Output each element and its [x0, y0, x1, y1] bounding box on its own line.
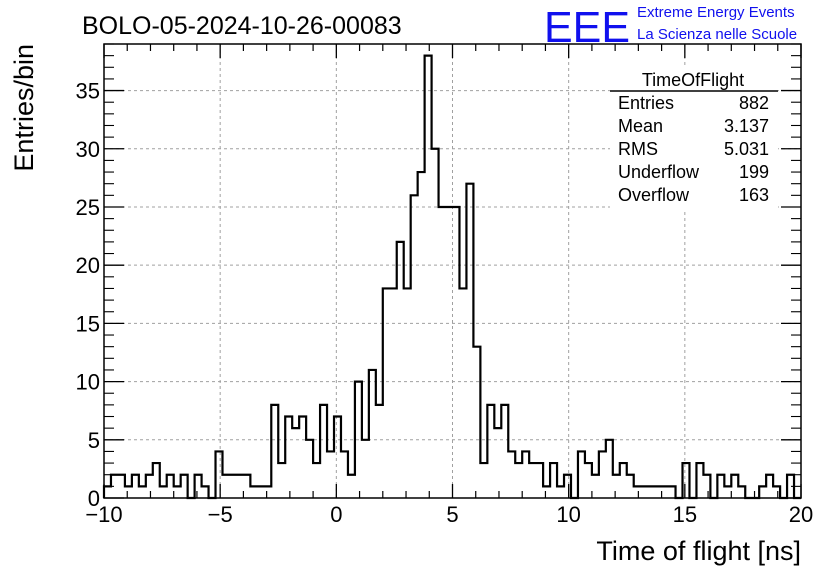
- run-title: BOLO-05-2024-10-26-00083: [82, 12, 402, 40]
- x-tick-label: 10: [556, 502, 580, 527]
- stats-label: Underflow: [618, 162, 700, 182]
- y-tick-label: 5: [88, 428, 100, 453]
- tick-labels: −10 −5 0 5 10 15 20 0 5 10 15 20 25 30 35: [76, 79, 814, 527]
- x-axis-label: Time of flight [ns]: [596, 536, 801, 566]
- logo-line-2: La Scienza nelle Scuole: [637, 26, 797, 43]
- stats-box: TimeOfFlight Entries 882 Mean 3.137 RMS 5.031…: [610, 68, 778, 210]
- x-tick-label: 0: [330, 502, 342, 527]
- stats-label: Mean: [618, 116, 663, 136]
- stats-label: RMS: [618, 139, 658, 159]
- plot-frame: [103, 43, 802, 499]
- stats-value: 163: [739, 185, 769, 205]
- y-tick-label: 20: [76, 253, 100, 278]
- y-tick-label: 35: [76, 79, 100, 104]
- grid-lines: [104, 44, 801, 498]
- y-tick-label: 15: [76, 311, 100, 336]
- stats-label: Entries: [618, 93, 674, 113]
- logo-line-1: Extreme Energy Events: [637, 4, 795, 21]
- y-tick-label: 30: [76, 137, 100, 162]
- stats-name: TimeOfFlight: [642, 70, 744, 90]
- y-tick-label: 25: [76, 195, 100, 220]
- x-tick-label: −5: [208, 502, 233, 527]
- y-tick-label: 10: [76, 370, 100, 395]
- stats-value: 882: [739, 93, 769, 113]
- stats-value: 199: [739, 162, 769, 182]
- x-tick-label: −10: [85, 502, 122, 527]
- y-axis-label: Entries/bin: [9, 44, 39, 172]
- stats-value: 5.031: [724, 139, 769, 159]
- stats-label: Overflow: [618, 185, 690, 205]
- x-tick-label: 5: [446, 502, 458, 527]
- x-tick-label: 20: [789, 502, 813, 527]
- y-tick-label: 0: [88, 486, 100, 511]
- x-tick-label: 15: [673, 502, 697, 527]
- stats-value: 3.137: [724, 116, 769, 136]
